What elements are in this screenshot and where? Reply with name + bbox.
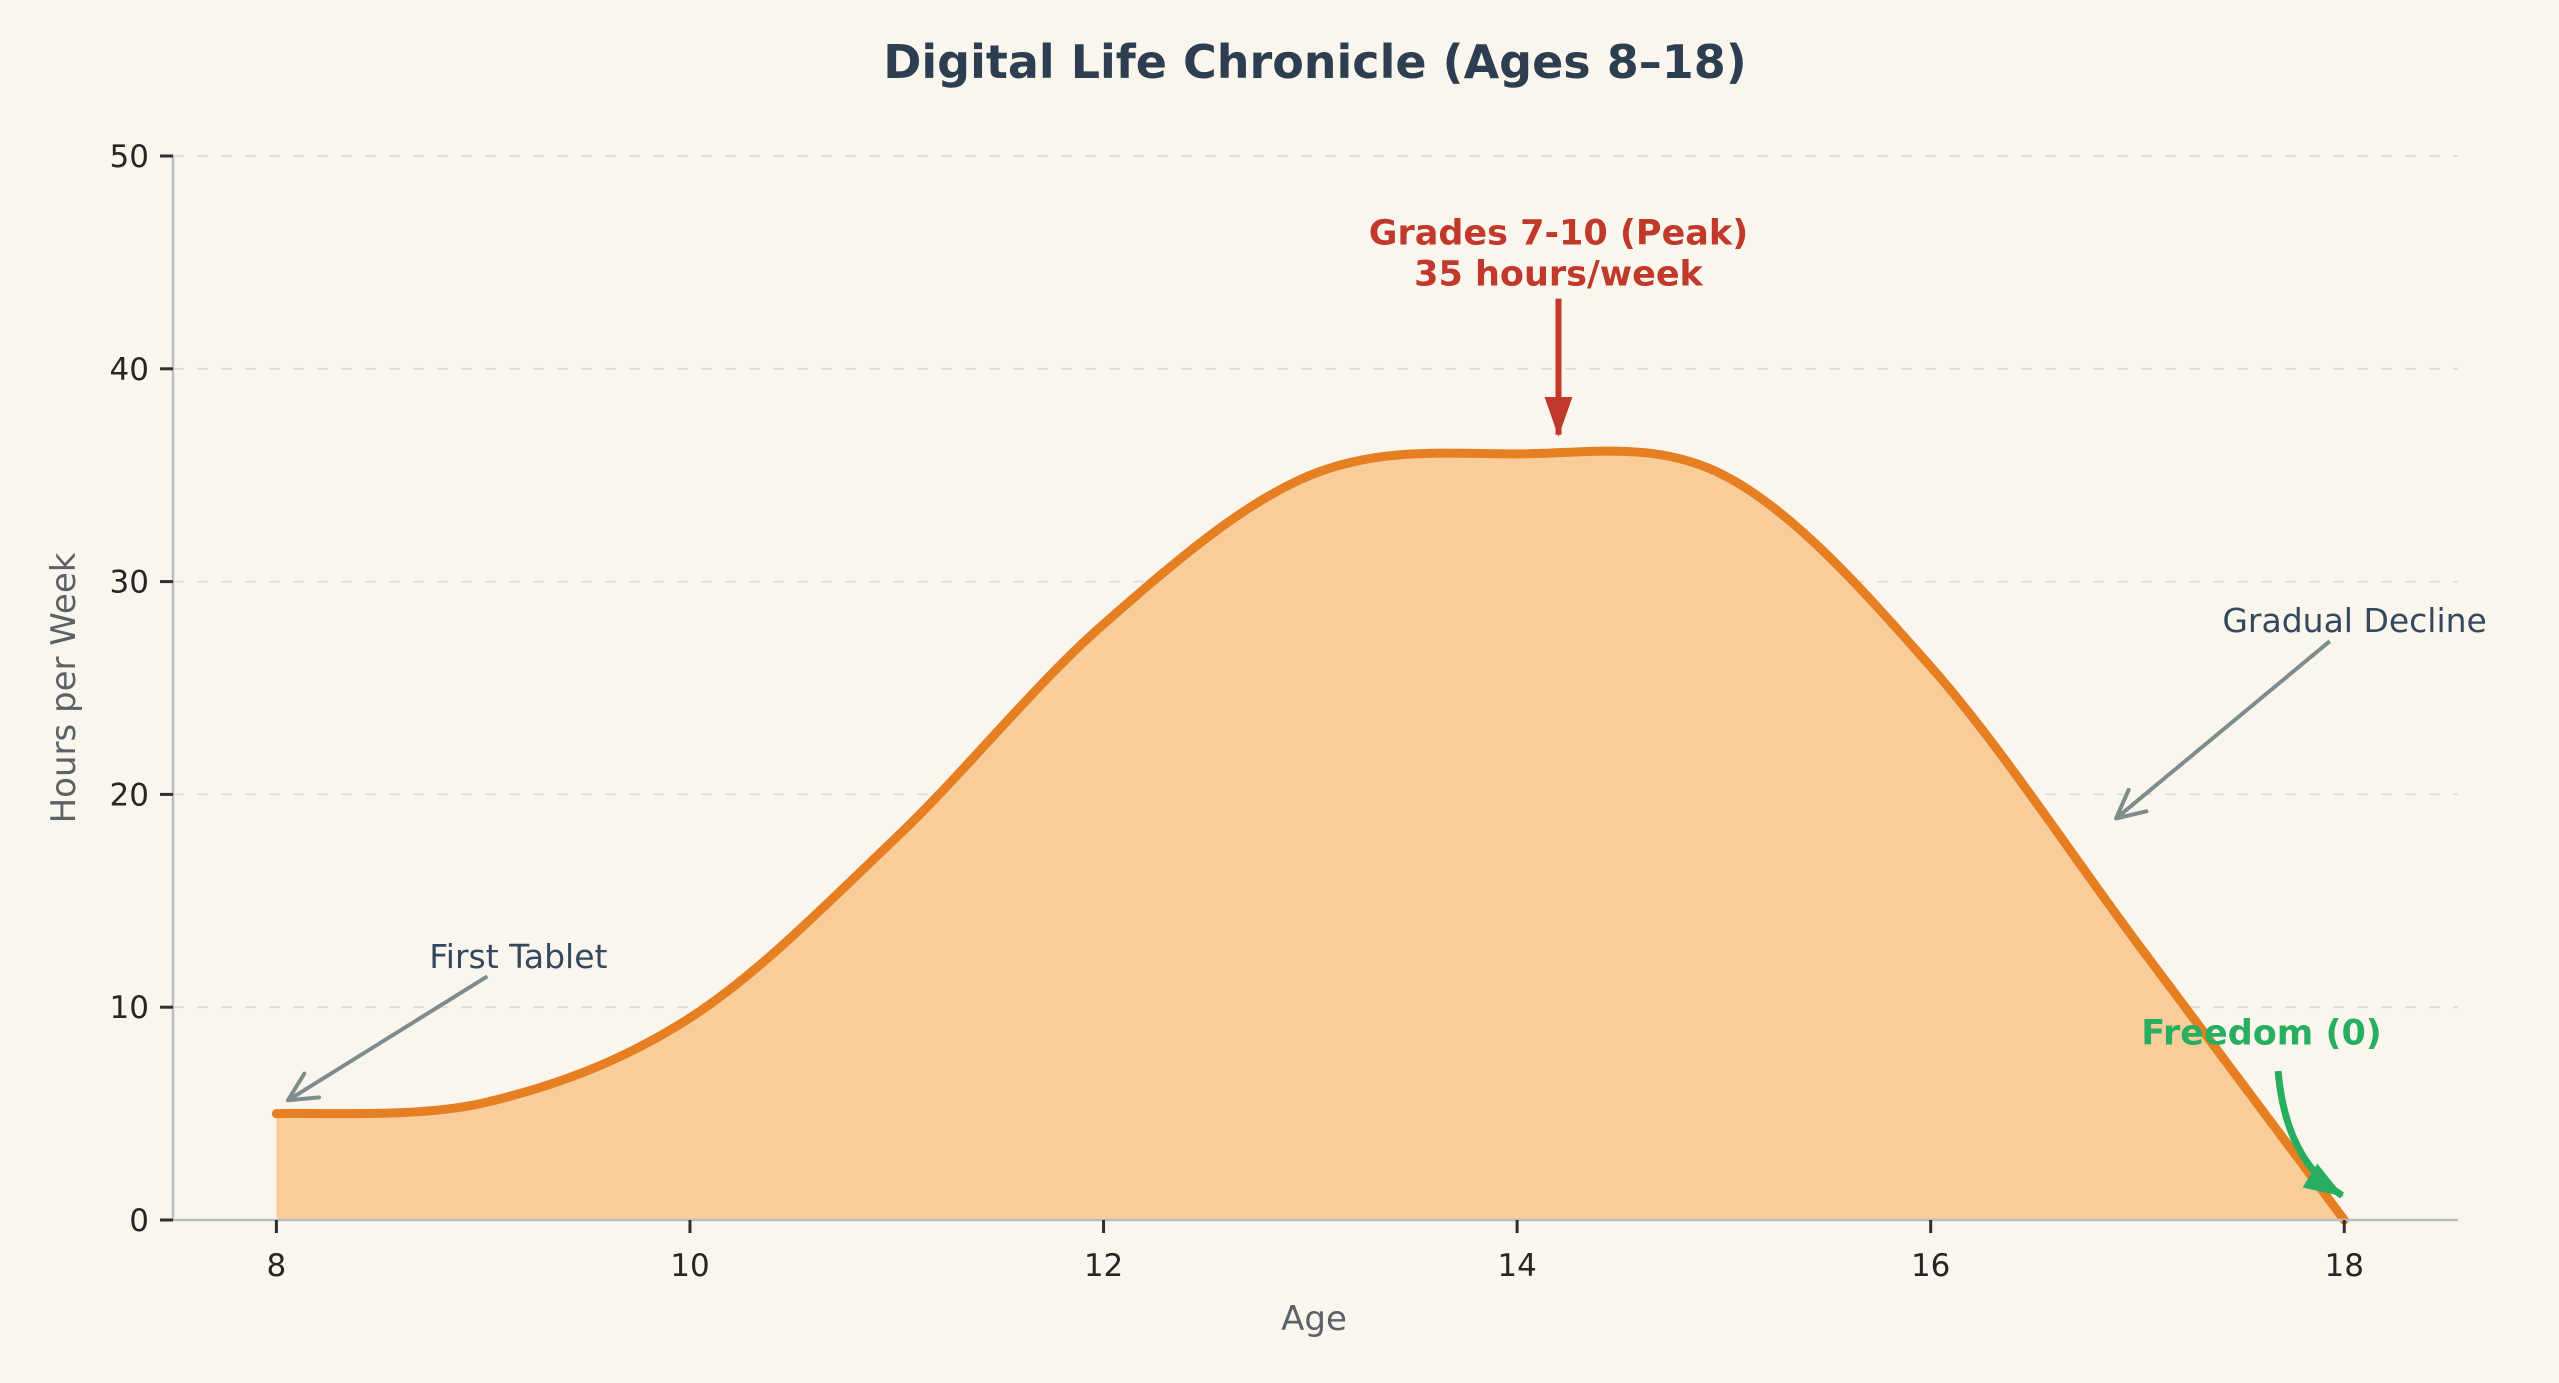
annotation-gradual-decline-label: Gradual Decline (2222, 601, 2487, 640)
y-tick-label-30: 30 (110, 565, 149, 601)
annotation-peak-line-1: Grades 7-10 (Peak) (1369, 214, 1748, 254)
y-tick-label-0: 0 (129, 1203, 149, 1239)
annotation-freedom-line-1: Freedom (0) (2141, 1014, 2382, 1054)
y-axis-label: Hours per Week (44, 552, 84, 823)
annotation-gradual-decline-arrow (2114, 639, 2332, 821)
annotation-first-tablet-label: First Tablet (429, 937, 607, 976)
annotation-first-tablet-arrow (285, 974, 489, 1103)
annotation-freedom-arrow (2274, 1070, 2345, 1199)
axes: 8 10 12 14 16 18 0 10 20 30 40 50 (110, 139, 2458, 1284)
x-tick-label-18: 18 (2325, 1248, 2364, 1284)
series-line (271, 446, 2349, 1225)
annotation-peak-label: Grades 7-10 (Peak) 35 hours/week (1369, 214, 1748, 295)
x-tick-label-14: 14 (1497, 1248, 1536, 1284)
x-tick-label-8: 8 (267, 1248, 287, 1284)
y-tick-label-20: 20 (110, 777, 149, 813)
y-tick-label-40: 40 (110, 352, 149, 388)
x-axis-label: Age (1281, 1299, 1347, 1339)
x-tick-label-12: 12 (1084, 1248, 1123, 1284)
annotation-freedom-label: Freedom (0) (2141, 1014, 2382, 1054)
annotation-first-tablet-line-1: First Tablet (429, 937, 607, 976)
chart-title: Digital Life Chronicle (Ages 8–18) (883, 35, 1747, 89)
x-tick-label-16: 16 (1911, 1248, 1950, 1284)
series (271, 446, 2349, 1225)
x-tick-label-10: 10 (670, 1248, 709, 1284)
annotation-gradual-decline-line-1: Gradual Decline (2222, 601, 2487, 640)
annotation-peak-line-2: 35 hours/week (1414, 255, 1703, 295)
series-area-fill (276, 451, 2345, 1220)
y-tick-label-10: 10 (110, 990, 149, 1026)
annotations: First Tablet Grades 7-10 (Peak) 35 hours/w… (285, 214, 2487, 1199)
y-tick-label-50: 50 (110, 139, 149, 175)
